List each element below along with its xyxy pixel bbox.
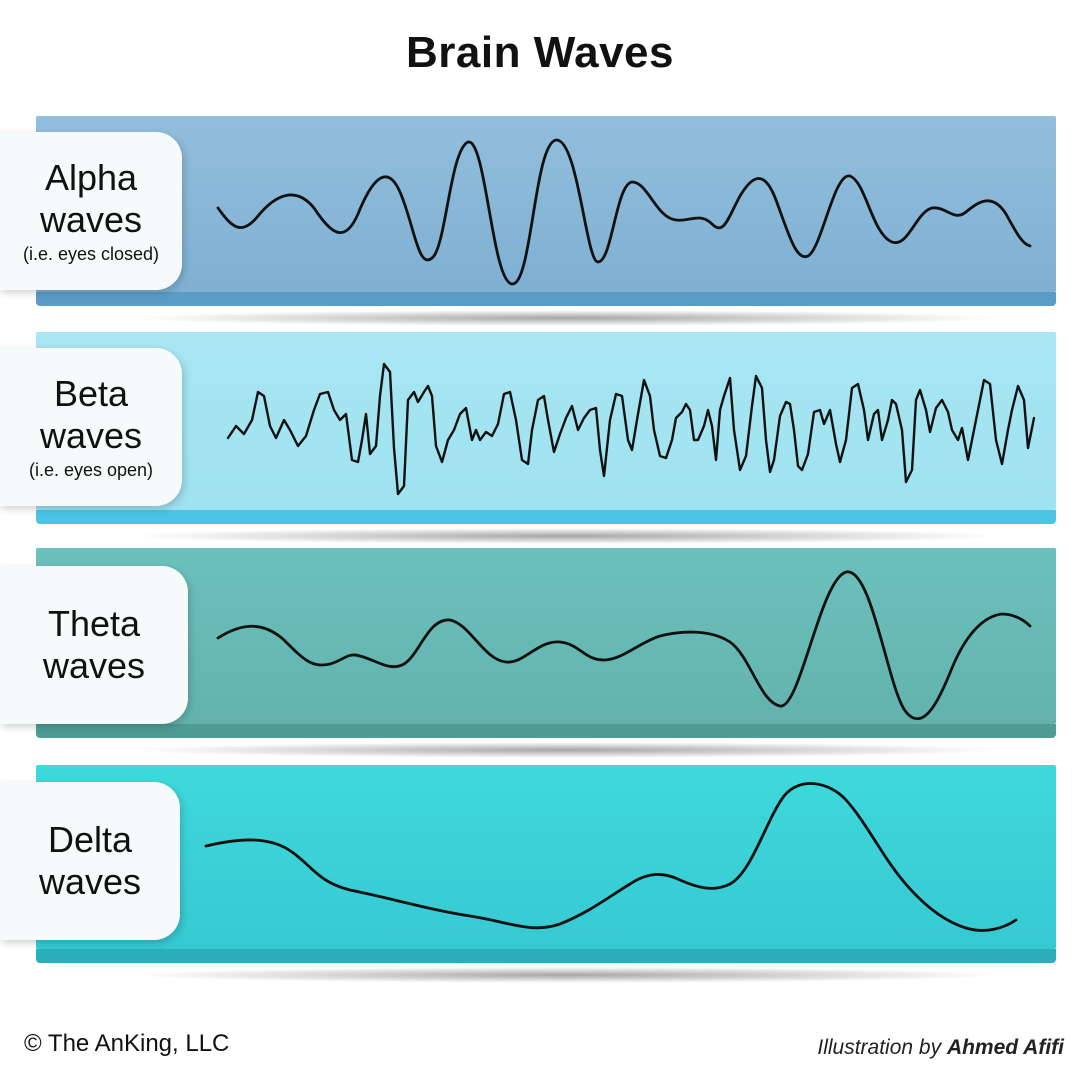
credit-author: Ahmed Afifi [946,1036,1064,1059]
label-theta-waves: waves [42,645,146,686]
band-beta-shadow [126,528,1006,544]
band-theta-shadow [126,742,1006,758]
band-beta-edge [36,510,1056,524]
label-delta-name: Delta [47,819,133,860]
label-card-delta: Delta waves [0,782,180,940]
band-alpha-edge [36,292,1056,306]
label-beta-name: Beta [53,373,129,414]
band-delta [36,765,1056,983]
label-alpha-sub: (i.e. eyes closed) [22,244,160,264]
label-beta-waves: waves [39,415,143,456]
illustration-credit: Illustration by Ahmed Afifi [817,1036,1064,1060]
band-delta-edge [36,949,1056,963]
label-alpha-name: Alpha [44,157,138,198]
label-beta-sub: (i.e. eyes open) [28,460,154,480]
copyright-text: © The AnKing, LLC [24,1030,230,1057]
page-title: Brain Waves [406,28,674,77]
label-alpha-waves: waves [39,199,143,240]
label-delta-waves: waves [38,861,142,902]
label-card-theta: Theta waves [0,566,188,724]
band-theta-face [36,548,1056,724]
band-theta [36,548,1056,760]
label-card-beta: Beta waves (i.e. eyes open) [0,348,182,506]
band-alpha-shadow [126,310,1006,326]
band-alpha [36,116,1056,328]
band-theta-edge [36,724,1056,738]
band-delta-shadow [126,967,1006,983]
label-theta-name: Theta [47,603,141,644]
label-card-alpha: Alpha waves (i.e. eyes closed) [0,132,182,290]
credit-prefix: Illustration by [817,1036,942,1059]
band-beta-face [36,332,1056,510]
band-alpha-face [36,116,1056,292]
band-beta [36,332,1056,546]
